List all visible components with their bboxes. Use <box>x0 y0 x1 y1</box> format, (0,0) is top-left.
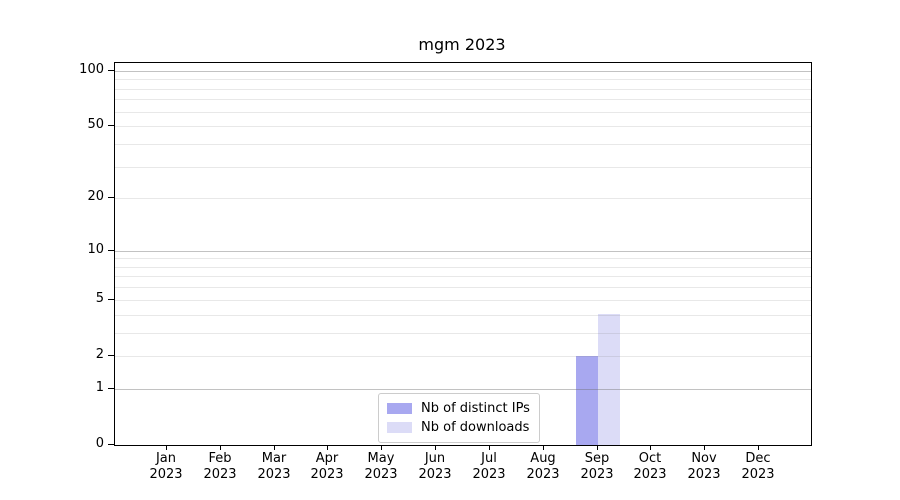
x-tick-label-line: 2023 <box>580 467 614 482</box>
x-tick-label-apr-2023: Apr 2023 <box>295 451 359 483</box>
x-tick-label-mar-2023: Mar 2023 <box>242 451 306 483</box>
legend-label-nb-of-downloads: Nb of downloads <box>421 420 530 435</box>
x-tick-label-line: Nov <box>691 451 717 466</box>
x-tick-may-2023 <box>381 445 382 450</box>
y-tick-0 <box>108 444 114 445</box>
x-tick-label-line: 2023 <box>364 467 398 482</box>
x-tick-label-line: Oct <box>638 451 662 466</box>
chart-title: mgm 2023 <box>418 35 506 54</box>
legend: Nb of distinct IPs Nb of downloads <box>378 393 540 443</box>
x-tick-oct-2023 <box>650 445 651 450</box>
x-tick-label-line: 2023 <box>203 467 237 482</box>
x-tick-jun-2023 <box>435 445 436 450</box>
x-tick-label-line: 2023 <box>633 467 667 482</box>
x-tick-label-line: Apr <box>315 451 339 466</box>
y-tick-100 <box>108 70 114 71</box>
x-tick-label-line: Jul <box>481 451 497 466</box>
bar-sep-2023-nb-of-distinct-ips <box>575 355 598 445</box>
x-tick-feb-2023 <box>220 445 221 450</box>
x-tick-label-line: 2023 <box>310 467 344 482</box>
x-tick-aug-2023 <box>543 445 544 450</box>
x-tick-jul-2023 <box>489 445 490 450</box>
x-tick-label-line: 2023 <box>472 467 506 482</box>
x-tick-label-may-2023: May 2023 <box>349 451 413 483</box>
x-tick-label-sep-2023: Sep 2023 <box>565 451 629 483</box>
x-tick-label-dec-2023: Dec 2023 <box>726 451 790 483</box>
y-tick-2 <box>108 355 114 356</box>
x-tick-mar-2023 <box>274 445 275 450</box>
y-tick-label-2: 2 <box>95 347 104 362</box>
y-tick-label-1: 1 <box>95 380 104 395</box>
x-tick-label-line: May <box>367 451 395 466</box>
legend-item-nb-of-downloads: Nb of downloads <box>387 418 530 437</box>
x-tick-label-line: 2023 <box>149 467 183 482</box>
bar-sep-2023-nb-of-downloads <box>597 314 620 445</box>
x-tick-label-line: 2023 <box>687 467 721 482</box>
legend-swatch-nb-of-downloads <box>387 422 412 433</box>
x-tick-apr-2023 <box>327 445 328 450</box>
y-tick-20 <box>108 197 114 198</box>
y-tick-1 <box>108 388 114 389</box>
y-tick-label-50: 50 <box>87 117 104 132</box>
x-tick-label-line: Jan <box>155 451 177 466</box>
x-tick-label-line: Aug <box>530 451 556 466</box>
x-tick-sep-2023 <box>597 445 598 450</box>
x-tick-label-feb-2023: Feb 2023 <box>188 451 252 483</box>
x-tick-label-oct-2023: Oct 2023 <box>618 451 682 483</box>
y-tick-label-100: 100 <box>79 62 104 77</box>
x-tick-label-jun-2023: Jun 2023 <box>403 451 467 483</box>
x-tick-label-jan-2023: Jan 2023 <box>134 451 198 483</box>
x-tick-dec-2023 <box>758 445 759 450</box>
legend-item-nb-of-distinct-ips: Nb of distinct IPs <box>387 399 530 418</box>
x-tick-label-nov-2023: Nov 2023 <box>672 451 736 483</box>
y-tick-50 <box>108 125 114 126</box>
y-tick-label-0: 0 <box>95 436 104 451</box>
bars-layer <box>115 63 811 445</box>
x-tick-label-line: Mar <box>261 451 287 466</box>
legend-swatch-nb-of-distinct-ips <box>387 403 412 414</box>
y-tick-label-10: 10 <box>87 242 104 257</box>
x-tick-label-aug-2023: Aug 2023 <box>511 451 575 483</box>
x-tick-jan-2023 <box>166 445 167 450</box>
x-tick-label-line: Feb <box>208 451 232 466</box>
x-tick-label-line: 2023 <box>741 467 775 482</box>
x-tick-label-line: Sep <box>584 451 610 466</box>
x-tick-label-line: 2023 <box>526 467 560 482</box>
x-tick-label-line: Jun <box>424 451 446 466</box>
x-tick-nov-2023 <box>704 445 705 450</box>
x-tick-label-jul-2023: Jul 2023 <box>457 451 521 483</box>
y-tick-label-5: 5 <box>95 291 104 306</box>
legend-label-nb-of-distinct-ips: Nb of distinct IPs <box>421 401 530 416</box>
y-tick-10 <box>108 250 114 251</box>
x-tick-label-line: Dec <box>745 451 771 466</box>
plot-area: Nb of distinct IPs Nb of downloads <box>114 62 812 446</box>
x-tick-label-line: 2023 <box>418 467 452 482</box>
y-tick-label-20: 20 <box>87 189 104 204</box>
y-tick-5 <box>108 299 114 300</box>
x-tick-label-line: 2023 <box>257 467 291 482</box>
